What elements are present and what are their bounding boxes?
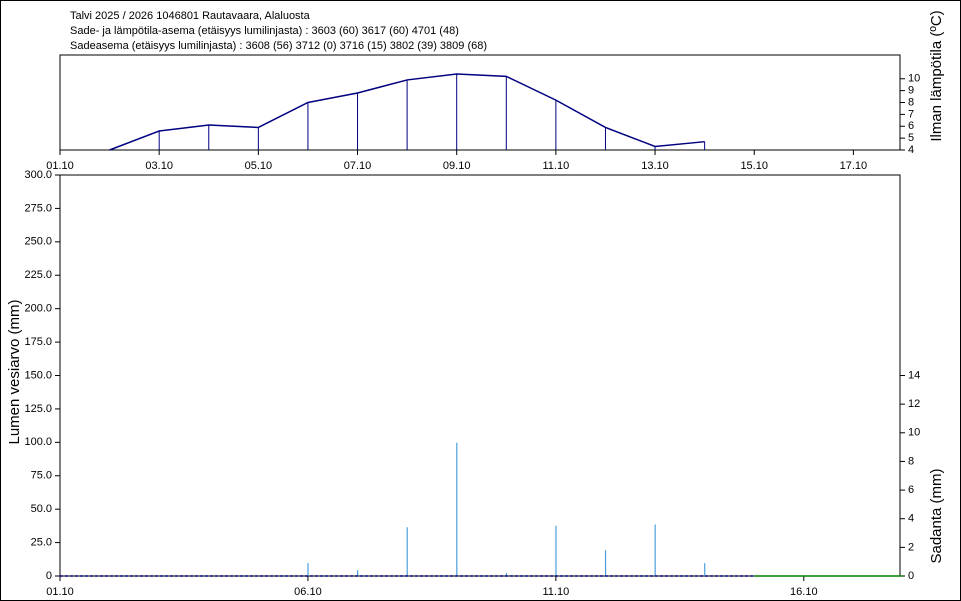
y2-tick-label: 0 <box>908 570 914 582</box>
x-tick-label: 06.10 <box>294 586 322 598</box>
y-tick-label: 50.0 <box>31 503 52 515</box>
y-tick-label: 125.0 <box>24 403 52 415</box>
x-tick-label: 13.10 <box>641 160 669 172</box>
bar <box>307 563 309 576</box>
y-axis-label: Lumen vesiarvo (mm) <box>6 299 23 444</box>
y-tick-label: 5 <box>908 132 914 144</box>
y2-tick-label: 2 <box>908 541 914 553</box>
y2-tick-label: 14 <box>908 369 920 381</box>
x-tick-label: 01.10 <box>46 160 74 172</box>
x-tick-label: 11.10 <box>543 160 570 172</box>
x-tick-label: 05.10 <box>245 160 273 172</box>
y-tick-label: 150.0 <box>24 369 52 381</box>
y-tick-label: 0 <box>46 570 52 582</box>
y-tick-label: 175.0 <box>24 336 52 348</box>
y-tick-label: 9 <box>908 85 914 97</box>
y2-axis-label: Sadanta (mm) <box>928 468 945 563</box>
y-tick-label: 250.0 <box>24 236 52 248</box>
subtitle: Sadeasema (etäisyys lumilinjasta) : 3608… <box>70 40 487 52</box>
y2-tick-label: 6 <box>908 484 914 496</box>
y2-tick-label: 4 <box>908 513 914 525</box>
y-tick-label: 25.0 <box>31 536 52 548</box>
bar <box>654 524 656 576</box>
x-tick-label: 16.10 <box>790 586 818 598</box>
y-tick-label: 8 <box>908 96 914 108</box>
y-tick-label: 200.0 <box>24 303 52 315</box>
x-tick-label: 17.10 <box>840 160 868 172</box>
y2-tick-label: 10 <box>908 427 920 439</box>
y-tick-label: 225.0 <box>24 269 52 281</box>
x-tick-label: 11.10 <box>543 586 570 598</box>
chart-title: Talvi 2025 / 2026 1046801 Rautavaara, Al… <box>70 10 311 22</box>
x-tick-label: 15.10 <box>740 160 768 172</box>
x-tick-label: 09.10 <box>443 160 471 172</box>
bar <box>456 442 458 576</box>
y-tick-label: 10 <box>908 73 920 85</box>
y2-tick-label: 12 <box>908 398 920 410</box>
x-tick-label: 07.10 <box>344 160 372 172</box>
y-axis-label: Ilman lämpötila (ºC) <box>928 10 945 141</box>
y2-tick-label: 8 <box>908 455 914 467</box>
bar <box>406 527 408 576</box>
line <box>109 73 705 151</box>
bar <box>357 570 359 576</box>
x-tick-label: 03.10 <box>145 160 173 172</box>
y-tick-label: 7 <box>908 108 914 120</box>
bar <box>704 563 706 576</box>
x-tick-label: 01.10 <box>46 586 74 598</box>
y-tick-label: 100.0 <box>24 436 52 448</box>
y-tick-label: 275.0 <box>24 202 52 214</box>
bar <box>505 573 507 576</box>
bar <box>604 550 607 576</box>
bar <box>555 525 557 576</box>
y-tick-label: 300.0 <box>24 169 52 181</box>
y-tick-label: 6 <box>908 120 914 132</box>
y-tick-label: 75.0 <box>31 470 52 482</box>
subtitle: Sade- ja lämpötila-asema (etäisyys lumil… <box>70 25 459 37</box>
y-tick-label: 4 <box>908 144 914 156</box>
